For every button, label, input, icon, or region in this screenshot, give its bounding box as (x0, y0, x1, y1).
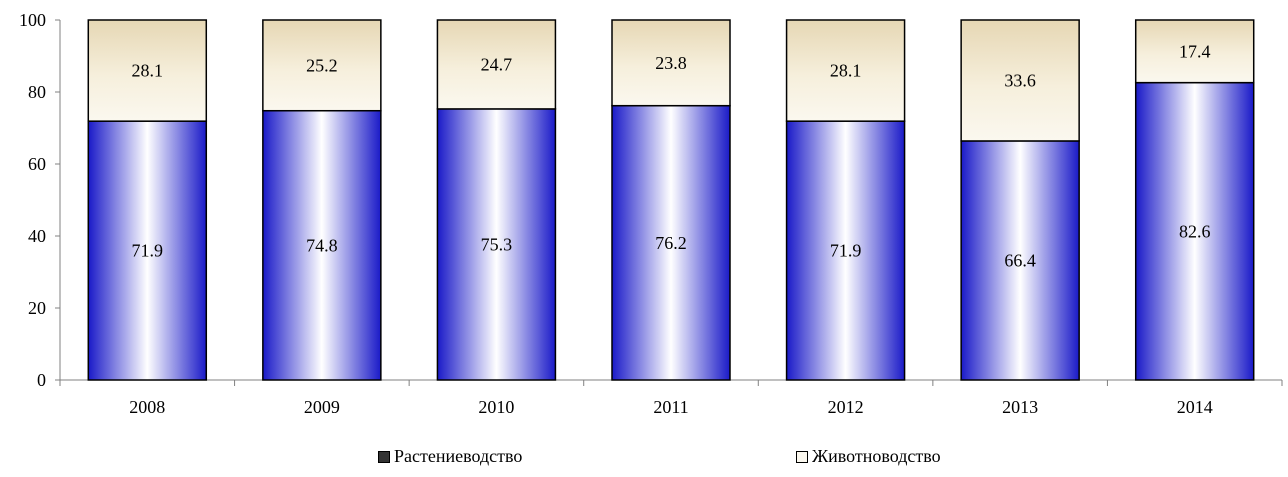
legend-label-1: Животноводство (812, 446, 941, 466)
data-label: 24.7 (481, 54, 513, 74)
bar-segment (87, 120, 208, 381)
x-tick-label: 2011 (653, 397, 688, 417)
y-tick-label: 40 (28, 226, 46, 246)
bar-segment (262, 109, 382, 381)
x-tick-label: 2013 (1002, 397, 1038, 417)
bar-segment (262, 19, 382, 112)
data-label: 23.8 (655, 53, 687, 73)
data-label: 33.6 (1004, 70, 1036, 90)
data-label: 71.9 (830, 241, 862, 261)
bar-segment (87, 19, 208, 122)
bar-segment (436, 108, 557, 381)
x-tick-label: 2012 (828, 397, 864, 417)
data-label: 74.8 (306, 235, 338, 255)
data-label: 28.1 (830, 61, 862, 81)
bar-segment (436, 19, 557, 110)
data-label: 17.4 (1179, 41, 1211, 61)
data-label: 25.2 (306, 55, 338, 75)
bar-segment (1134, 81, 1255, 381)
y-tick-label: 20 (28, 298, 46, 318)
legend-swatch-light (796, 450, 808, 463)
x-tick-label: 2014 (1177, 397, 1213, 417)
bar-segment (785, 19, 906, 122)
data-label: 75.3 (481, 234, 513, 254)
x-tick-label: 2009 (304, 397, 340, 417)
data-label: 28.1 (132, 61, 164, 81)
data-label: 76.2 (655, 233, 687, 253)
legend-item-0: Растениеводство (378, 446, 522, 467)
bar-segment (611, 19, 731, 107)
bar-segment (1134, 19, 1255, 84)
bar-segment (960, 19, 1080, 142)
y-tick-label: 0 (37, 370, 46, 390)
bar-segment (611, 104, 731, 381)
bar-segment (960, 140, 1080, 381)
data-label: 71.9 (132, 241, 164, 261)
y-tick-label: 100 (19, 10, 46, 30)
x-tick-label: 2008 (129, 397, 165, 417)
legend-swatch-dark (378, 450, 390, 463)
y-tick-label: 60 (28, 154, 46, 174)
data-label: 82.6 (1179, 221, 1211, 241)
legend-item-1: Животноводство (796, 446, 941, 467)
legend-label-0: Растениеводство (394, 446, 523, 466)
data-label: 66.4 (1004, 250, 1036, 270)
bar-segment (785, 120, 906, 381)
x-tick-label: 2010 (478, 397, 514, 417)
y-tick-label: 80 (28, 82, 46, 102)
